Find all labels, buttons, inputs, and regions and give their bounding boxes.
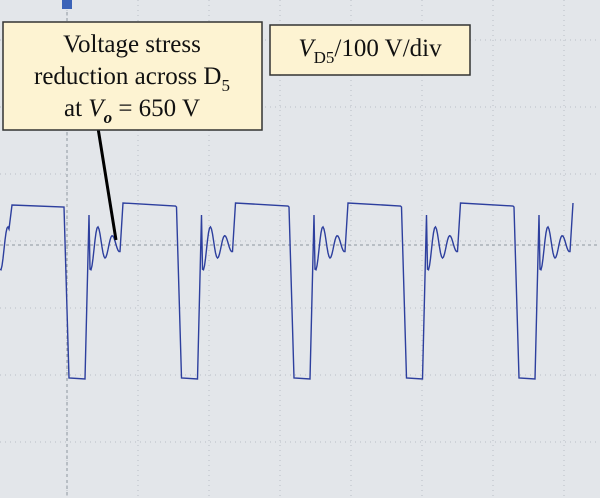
annotation-line: Voltage stress bbox=[63, 31, 201, 58]
text: reduction across D bbox=[34, 63, 221, 90]
pointer bbox=[96, 127, 118, 241]
text: at bbox=[64, 95, 88, 122]
text: = 650 V bbox=[112, 95, 200, 122]
trigger-marker bbox=[62, 0, 72, 9]
scale-box bbox=[269, 24, 471, 76]
waveform bbox=[0, 202, 574, 380]
subscript: 5 bbox=[221, 76, 230, 95]
variable: V bbox=[88, 95, 106, 122]
annotation-box bbox=[2, 21, 263, 131]
subscript: o bbox=[104, 108, 113, 127]
annotation-line: at Vo = 650 V bbox=[64, 95, 200, 127]
annotation-line: reduction across D5 bbox=[34, 63, 230, 95]
subscript: D5 bbox=[314, 48, 335, 67]
variable: V bbox=[298, 35, 316, 62]
scale-label: VD5/100 V/div bbox=[298, 35, 442, 67]
text: /100 V/div bbox=[334, 35, 442, 62]
